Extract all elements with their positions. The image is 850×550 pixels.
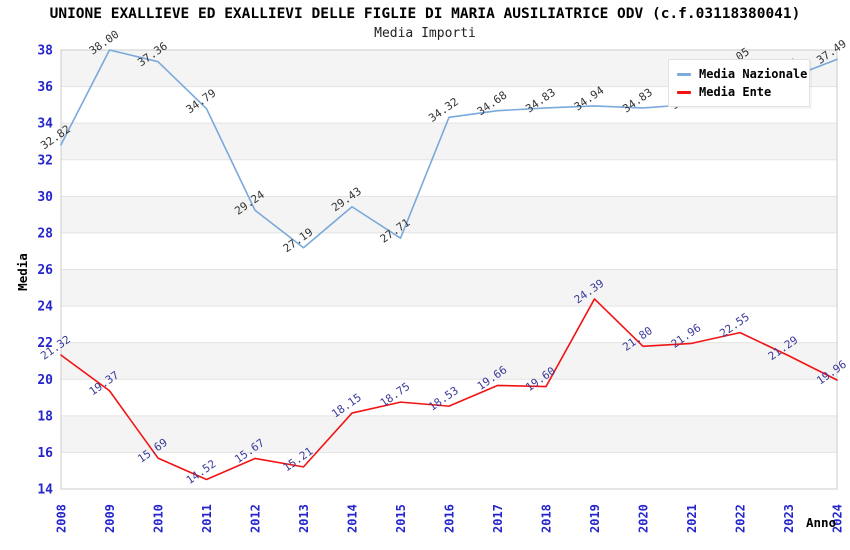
- y-tick-label: 36: [37, 80, 53, 95]
- y-tick-label: 22: [37, 336, 53, 351]
- legend-label-media-ente: Media Ente: [699, 85, 772, 99]
- data-label: 34.94: [572, 84, 607, 114]
- y-axis-title: Media: [15, 253, 30, 291]
- x-tick-label: 2014: [346, 504, 360, 533]
- y-tick-label: 18: [37, 409, 53, 424]
- legend-item-media-nazionale: Media Nazionale: [677, 67, 809, 81]
- x-tick-label: 2009: [103, 504, 117, 533]
- y-tick-label: 32: [37, 153, 53, 168]
- data-label: 34.68: [475, 89, 510, 119]
- y-tick-label: 16: [37, 446, 53, 461]
- plot-band: [61, 415, 837, 453]
- legend-line-media-nazionale-icon: [677, 72, 691, 76]
- y-tick-label: 34: [37, 117, 53, 132]
- data-label: 18.75: [378, 380, 413, 410]
- data-label: 34.83: [523, 86, 558, 116]
- y-tick-label: 24: [37, 300, 53, 315]
- chart-title: UNIONE EXALLIEVE ED EXALLIEVI DELLE FIGL…: [49, 6, 801, 22]
- x-tick-label: 2011: [200, 504, 214, 533]
- legend-item-media-ente: Media Ente: [677, 85, 809, 99]
- data-label: 18.53: [426, 384, 461, 414]
- y-tick-label: 38: [37, 44, 53, 59]
- x-tick-label: 2018: [540, 504, 554, 533]
- x-tick-label: 2024: [831, 504, 845, 533]
- x-tick-label: 2017: [491, 504, 505, 533]
- x-tick-label: 2020: [637, 504, 651, 533]
- x-tick-label: 2023: [782, 504, 796, 533]
- series-line-media-ente: [60, 298, 838, 481]
- legend-line-media-ente-icon: [677, 90, 691, 94]
- legend-label-media-nazionale: Media Nazionale: [699, 67, 808, 81]
- x-tick-label: 2022: [734, 504, 748, 533]
- x-tick-label: 2012: [249, 504, 263, 533]
- plot-band: [61, 196, 837, 233]
- x-tick-label: 2016: [443, 504, 457, 533]
- x-axis-title: Anno: [806, 515, 836, 530]
- y-tick-label: 28: [37, 226, 53, 241]
- x-tick-label: 2013: [297, 504, 311, 533]
- x-tick-label: 2010: [152, 504, 166, 533]
- y-tick-label: 14: [37, 483, 53, 498]
- plot-border: [60, 49, 838, 490]
- data-label: 14.52: [184, 457, 219, 487]
- plot-band: [61, 269, 837, 307]
- x-tick-label: 2019: [588, 504, 602, 533]
- x-tick-label: 2008: [55, 504, 69, 533]
- data-label: 34.32: [426, 95, 461, 125]
- y-tick-label: 20: [37, 373, 53, 388]
- y-tick-label: 26: [37, 263, 53, 278]
- data-label: 34.83: [620, 86, 655, 116]
- chart-subtitle: Media Importi: [374, 26, 476, 41]
- plot-band: [61, 342, 837, 380]
- x-tick-label: 2021: [685, 504, 699, 533]
- x-tick-label: 2015: [394, 504, 408, 533]
- y-tick-label: 30: [37, 190, 53, 205]
- legend: Media Nazionale Media Ente: [668, 59, 810, 107]
- plot-band: [61, 123, 837, 160]
